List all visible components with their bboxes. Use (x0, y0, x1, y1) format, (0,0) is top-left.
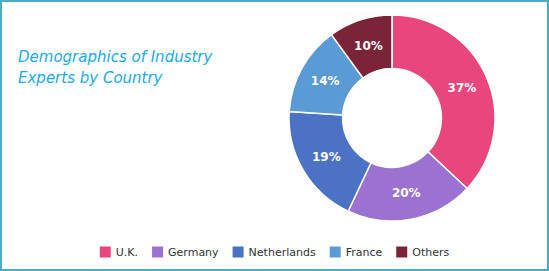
wedge (392, 15, 495, 189)
legend-label: Germany (168, 246, 219, 259)
wedge (289, 112, 371, 212)
chart: Demographics of IndustryExperts by Count… (0, 0, 549, 271)
legend-swatch (152, 247, 163, 258)
legend-label: France (346, 246, 383, 259)
legend-swatch (396, 247, 407, 258)
data-label: 19% (312, 150, 341, 164)
legend: U.K. Germany Netherlands France Others (100, 246, 450, 259)
figure-border (1, 1, 548, 270)
legend-swatch (100, 247, 111, 258)
legend-swatch (330, 247, 341, 258)
data-label: 10% (354, 39, 383, 53)
legend-swatch (233, 247, 244, 258)
legend-label: U.K. (116, 246, 138, 259)
legend-label: Netherlands (249, 246, 316, 259)
wedge (331, 15, 392, 78)
legend-label: Others (412, 246, 449, 259)
data-label: 14% (311, 74, 340, 88)
data-label: 20% (392, 186, 421, 200)
title: Demographics of IndustryExperts by Count… (18, 48, 214, 87)
wedges (289, 15, 495, 221)
data-label: 37% (448, 81, 477, 95)
data-labels: 37% 20% 19% 14% 10% (311, 39, 476, 200)
